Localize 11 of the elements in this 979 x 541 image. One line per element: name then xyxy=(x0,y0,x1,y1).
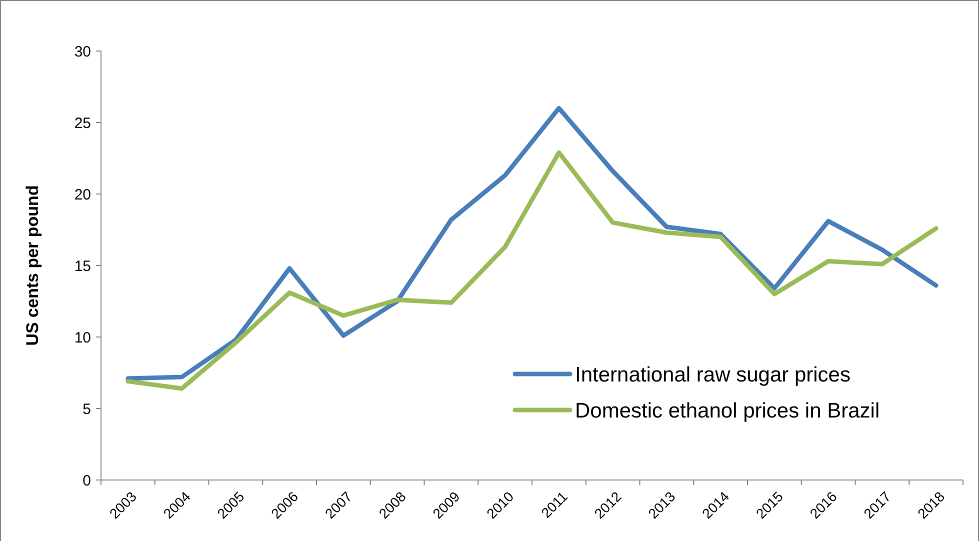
y-tick-label: 5 xyxy=(82,400,91,418)
y-tick-label: 10 xyxy=(74,329,91,346)
y-axis-title: US cents per pound xyxy=(23,185,42,346)
legend-label: Domestic ethanol prices in Brazil xyxy=(575,399,880,422)
y-tick-label: 20 xyxy=(74,186,91,204)
y-tick-label: 25 xyxy=(74,114,91,132)
y-tick-label: 30 xyxy=(74,43,91,60)
line-series xyxy=(126,150,938,391)
y-tick-label: 15 xyxy=(74,258,91,275)
legend-label: International raw sugar prices xyxy=(575,363,850,386)
y-tick-label: 0 xyxy=(82,472,91,490)
